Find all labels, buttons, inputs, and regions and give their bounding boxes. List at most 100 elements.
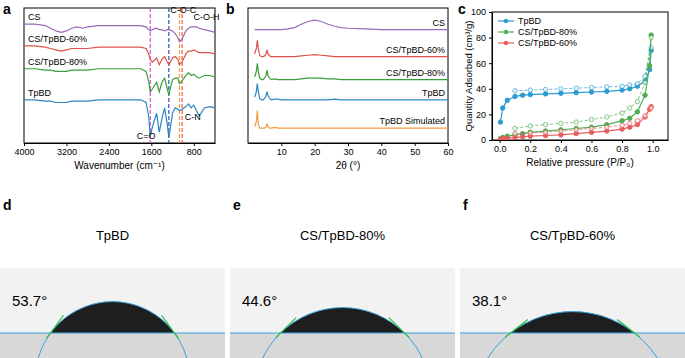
- marker-open: [605, 85, 609, 89]
- tangent-line: [389, 318, 409, 338]
- legend-marker: [504, 19, 508, 23]
- marker-open: [574, 128, 578, 132]
- series-line: [24, 69, 215, 95]
- marker: [589, 90, 593, 94]
- tangent-line: [161, 315, 178, 338]
- marker: [643, 93, 647, 97]
- marker: [520, 93, 524, 97]
- tick-label: 30: [343, 147, 353, 157]
- marker-open: [628, 106, 632, 110]
- tick: 1600: [142, 143, 162, 157]
- tick-label: 60: [443, 147, 453, 157]
- panel-label: f: [463, 197, 468, 213]
- series-line: [255, 40, 448, 56]
- marker: [501, 137, 505, 140]
- marker: [574, 90, 578, 94]
- angle-label: 38.1°: [472, 292, 507, 309]
- tick: 0.2: [525, 140, 538, 154]
- marker-open: [528, 88, 532, 92]
- tick: 60: [443, 143, 453, 157]
- tick: 100: [471, 7, 492, 17]
- tick-label: 0: [481, 135, 486, 145]
- tick-label: 0.8: [616, 144, 629, 154]
- annotation: C-N: [185, 112, 201, 122]
- series-label: CS/TpBD-80%: [28, 57, 87, 67]
- baseline: [230, 332, 455, 333]
- desorption-line: [515, 48, 651, 91]
- series-line: [255, 63, 448, 79]
- photo-background: [230, 268, 455, 358]
- marker-open: [605, 115, 609, 119]
- photo: [230, 268, 455, 358]
- tick-label: 40: [377, 147, 387, 157]
- marker-open: [589, 117, 593, 121]
- substrate: [0, 333, 225, 358]
- tick-label: 10: [277, 147, 287, 157]
- marker: [528, 130, 532, 134]
- marker-open: [559, 87, 563, 91]
- tick-label: 1.0: [647, 144, 660, 154]
- marker-open: [649, 35, 653, 39]
- photo-background: [0, 268, 225, 358]
- legend-marker: [504, 41, 508, 45]
- series-line: [255, 84, 448, 100]
- x-axis: 102030405060: [249, 143, 454, 157]
- tick-label: 4000: [14, 147, 34, 157]
- marker: [647, 64, 651, 68]
- panel: 0.00.20.40.60.81.0020406080100TpBDCS/TpB…: [458, 1, 669, 168]
- plot-area: [255, 20, 448, 128]
- marker-open: [589, 126, 593, 130]
- series-label: CS/TpBD-80%: [386, 68, 445, 78]
- y-axis-title: Quantity Adsorbed (cm³/g): [463, 21, 474, 132]
- tangent-line: [617, 319, 640, 337]
- tick: 60: [476, 59, 492, 69]
- tick: 0.6: [586, 140, 599, 154]
- photo-background: [460, 268, 685, 358]
- marker: [501, 106, 505, 110]
- tick: 80: [476, 33, 492, 43]
- series-label: CS: [432, 18, 445, 28]
- marker-open: [589, 85, 593, 89]
- tick-label: 0.6: [586, 144, 599, 154]
- droplet: [51, 302, 175, 333]
- desorption-line: [515, 108, 651, 134]
- tangent-line: [47, 315, 64, 338]
- tick-label: 3200: [57, 147, 77, 157]
- contact-angle-panel: fCS/TpBD-60%38.1°: [460, 197, 685, 358]
- marker-open: [635, 119, 639, 123]
- x-axis: 0.00.20.40.60.81.0: [493, 140, 669, 154]
- panel-label: b: [226, 1, 235, 17]
- plot-frame: [248, 8, 448, 143]
- droplet: [281, 308, 405, 333]
- tick-label: 60: [476, 59, 486, 69]
- marker: [635, 110, 639, 114]
- contact-angle-panel: dTpBD53.7°: [0, 197, 225, 358]
- panel-label: d: [3, 197, 12, 213]
- legend: TpBDCS/TpBD-80%CS/TpBD-60%: [498, 16, 577, 48]
- tangent-line: [276, 318, 296, 338]
- marker: [620, 119, 624, 123]
- x-axis-title: Wavenumber (cm⁻¹): [74, 160, 164, 171]
- marker: [628, 116, 632, 120]
- marker-open: [528, 124, 532, 128]
- marker-open: [543, 130, 547, 134]
- tick-label: 0.0: [494, 144, 507, 154]
- tick-label: 1600: [142, 147, 162, 157]
- series-label: CS: [28, 12, 41, 22]
- marker-open: [643, 113, 647, 117]
- fit-circle: [472, 312, 673, 358]
- photo: [0, 268, 225, 358]
- series-line: [24, 100, 215, 138]
- tick: 20: [476, 110, 492, 120]
- marker-open: [559, 121, 563, 125]
- angle-label: 44.6°: [242, 292, 277, 309]
- panel-label: a: [3, 1, 11, 17]
- tick: 10: [277, 143, 287, 157]
- marker: [513, 94, 517, 98]
- figure: 4000320024001600800CSCS/TpBD-60%CS/TpBD-…: [0, 0, 685, 358]
- plot-frame: [492, 12, 668, 140]
- tick-label: 20: [476, 110, 486, 120]
- tick-label: 800: [187, 147, 202, 157]
- marker-open: [620, 84, 624, 88]
- tangent-line: [505, 319, 528, 337]
